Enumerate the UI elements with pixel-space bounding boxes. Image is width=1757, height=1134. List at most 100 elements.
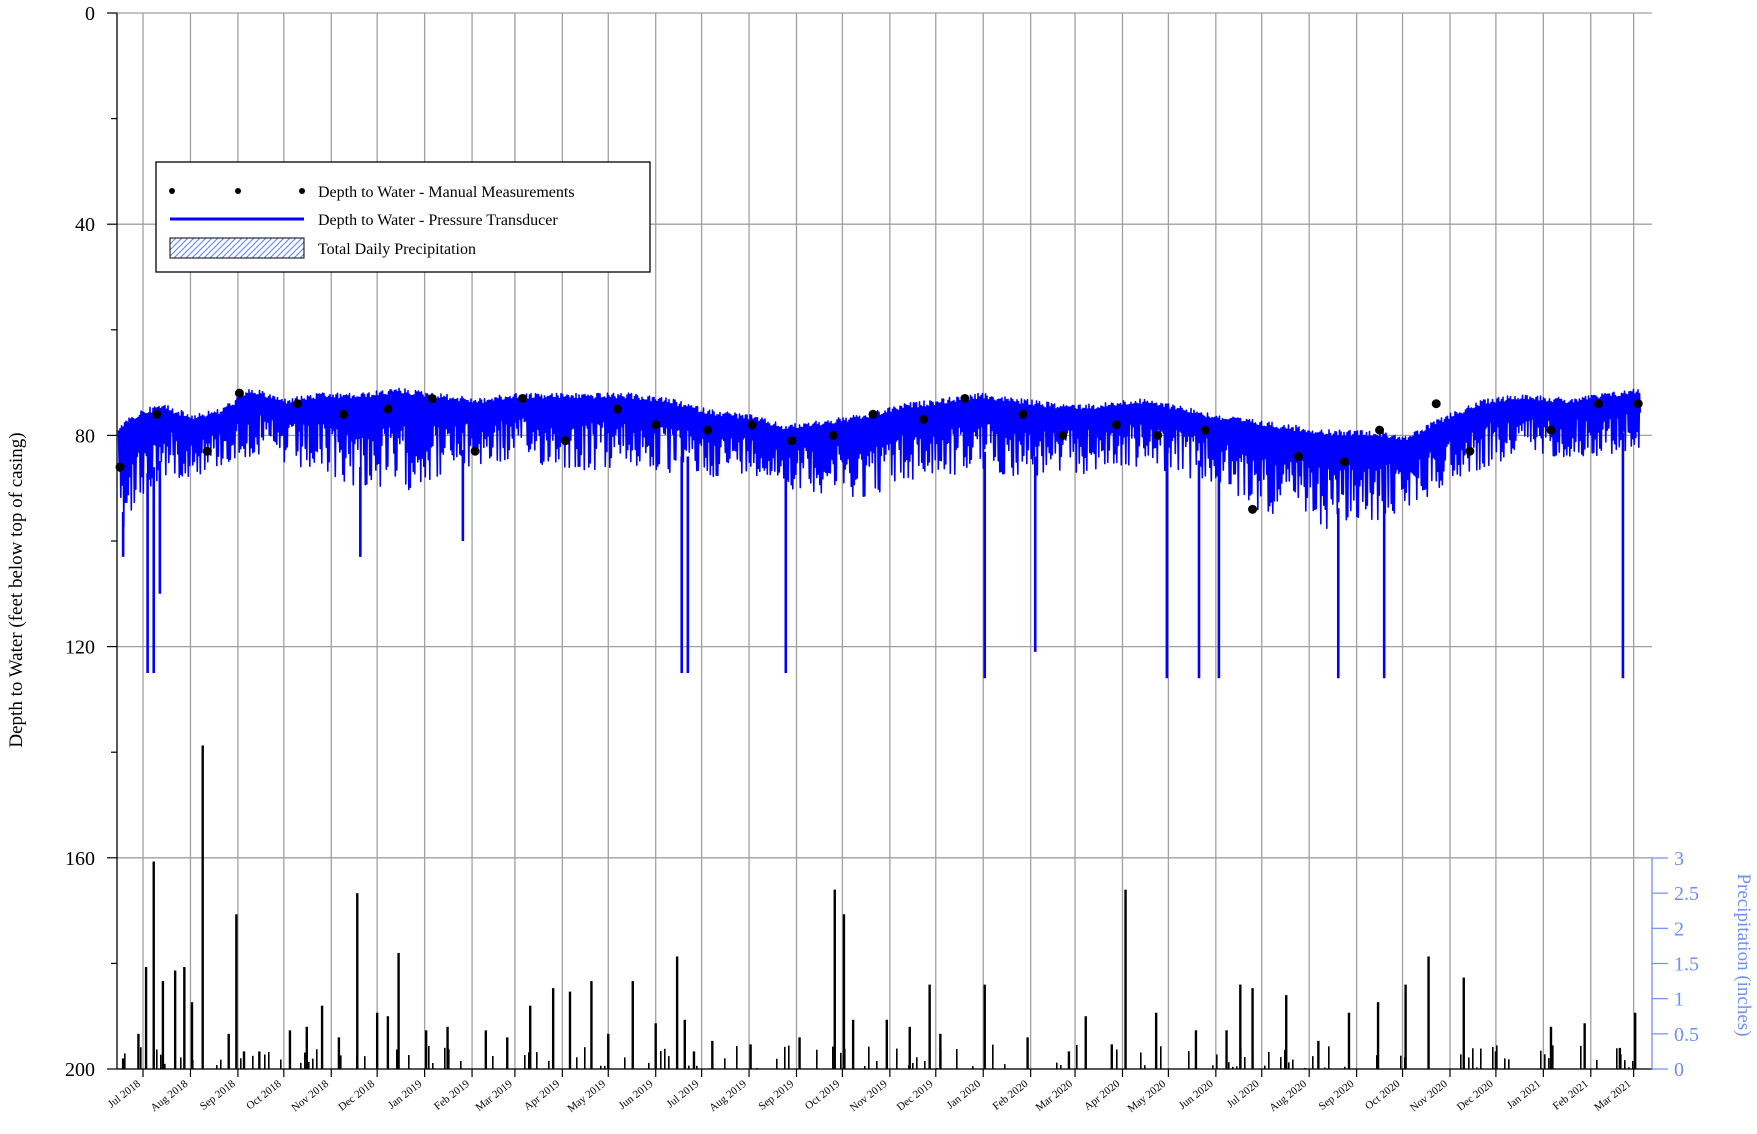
precipitation-bar-minor (1240, 1048, 1242, 1069)
precipitation-tick-label: 2 (1674, 918, 1684, 940)
manual-measurement-point (560, 436, 570, 446)
precipitation-bar-minor (444, 1047, 446, 1069)
precipitation-bar-minor (280, 1059, 282, 1069)
manual-measurement-point (427, 393, 437, 403)
precipitation-bar (1026, 1037, 1029, 1069)
precipitation-bar-minor (864, 1065, 866, 1069)
precipitation-bar-minor (664, 1048, 666, 1069)
precipitation-bar (1225, 1030, 1228, 1069)
precipitation-bar-minor (216, 1065, 218, 1069)
precipitation-bar (337, 1037, 341, 1069)
precipitation-bar (1376, 1002, 1380, 1069)
legend-label-manual: Depth to Water - Manual Measurements (318, 184, 575, 201)
precipitation-bar-minor (1632, 1060, 1634, 1069)
precipitation-bar-minor (1144, 1065, 1146, 1069)
x-tick-label: May 2020 (1125, 1078, 1168, 1115)
x-tick-label: Oct 2020 (1363, 1078, 1403, 1113)
precipitation-bar-minor (220, 1059, 222, 1069)
precipitation-bar-minor (876, 1061, 878, 1069)
x-tick-label: Jan 2019 (386, 1078, 425, 1112)
precipitation-bar-minor (924, 1060, 926, 1069)
precipitation-bar (201, 745, 204, 1069)
precipitation-bar (1251, 988, 1254, 1069)
precipitation-bar-minor (180, 1057, 182, 1069)
precipitation-bar (227, 1033, 230, 1069)
precipitation-bar (885, 1019, 888, 1069)
precipitation-bar (842, 914, 846, 1069)
precipitation-bar-minor (1552, 1045, 1554, 1069)
precipitation-bar-minor (972, 1066, 974, 1069)
precipitation-bar-minor (1268, 1051, 1270, 1069)
manual-measurement-point (152, 409, 162, 419)
precipitation-bar (675, 956, 679, 1069)
legend-box (155, 161, 651, 273)
precipitation-bar-minor (1284, 1049, 1286, 1069)
precipitation-bar-minor (648, 1062, 650, 1069)
precipitation-bar-minor (408, 1054, 410, 1069)
precipitation-bar (235, 914, 238, 1069)
precipitation-bar (397, 952, 400, 1069)
precipitation-bar (654, 1023, 657, 1069)
precipitation-bar (183, 967, 186, 1069)
precipitation-bar-minor (1328, 1046, 1330, 1069)
x-tick-label: Nov 2018 (289, 1078, 331, 1115)
precipitation-bar-minor (1004, 1064, 1006, 1069)
precipitation-bar-minor (300, 1062, 302, 1069)
precipitation-bar (1462, 977, 1465, 1069)
x-tick-label: Feb 2020 (991, 1078, 1031, 1113)
manual-measurement-series (115, 388, 1643, 514)
precipitation-bar-minor (724, 1058, 726, 1069)
precipitation-bar-minor (908, 1065, 910, 1069)
precipitation-bar-minor (868, 1046, 870, 1069)
x-tick-label: Mar 2019 (473, 1078, 515, 1114)
precipitation-bar (1067, 1051, 1071, 1069)
precipitation-bar-minor (1288, 1062, 1290, 1069)
precipitation-bar-minor (432, 1063, 434, 1069)
precipitation-tick-label: 3 (1674, 848, 1684, 870)
manual-measurement-point (383, 404, 393, 414)
x-tick-label: Oct 2018 (244, 1078, 284, 1113)
precipitation-bar (1124, 889, 1127, 1069)
manual-measurement-point (703, 425, 713, 435)
legend-item-precipitation: Total Daily Precipitation (169, 237, 476, 259)
manual-measurement-point (1293, 452, 1303, 462)
manual-measurement-point (1339, 457, 1349, 467)
manual-measurement-point (1633, 399, 1643, 409)
x-tick-label: Jan 2020 (945, 1078, 984, 1112)
precipitation-bar (144, 967, 148, 1069)
manual-measurement-point (202, 446, 212, 456)
precipitation-bar-minor (1472, 1048, 1474, 1069)
precipitation-bar (375, 1012, 379, 1069)
manual-measurement-point (518, 393, 528, 403)
transducer-band (118, 395, 1639, 461)
x-tick-label: Jun 2020 (1177, 1078, 1216, 1112)
x-tick-label: Nov 2020 (1408, 1078, 1450, 1115)
precipitation-bar-minor (1496, 1045, 1498, 1069)
precipitation-bar-minor (160, 1054, 162, 1069)
precipitation-bar-minor (788, 1045, 790, 1069)
precipitation-bar-minor (600, 1065, 602, 1069)
y-axis-title: Depth to Water (feet below top of casing… (6, 432, 27, 747)
manual-measurement-point (1546, 425, 1556, 435)
precipitation-bar (242, 1051, 246, 1069)
x-tick-label: Jun 2019 (617, 1078, 656, 1112)
precipitation-bar-minor (1056, 1062, 1058, 1069)
precipitation-bar (190, 1002, 194, 1069)
y-tick-label: 80 (75, 425, 95, 447)
precipitation-bar-minor (492, 1055, 494, 1069)
precipitation-bar (1618, 1047, 1622, 1069)
x-tick-label: Dec 2018 (336, 1078, 377, 1114)
precipitation-bar-minor (1624, 1060, 1626, 1069)
legend-dot-icon (235, 188, 241, 194)
precipitation-bar-minor (1216, 1054, 1218, 1069)
precipitation-bar-minor (912, 1062, 914, 1069)
precipitation-bar-minor (1188, 1051, 1190, 1069)
x-tick-label: Sep 2018 (198, 1078, 238, 1113)
precipitation-bar (1494, 1051, 1498, 1069)
precipitation-bar-minor (428, 1046, 430, 1069)
precipitation-bar-minor (448, 1049, 450, 1069)
precipitation-bar-minor (1212, 1065, 1214, 1069)
precipitation-bar (356, 893, 359, 1069)
precipitation-bar-minor (1076, 1044, 1078, 1069)
pressure-transducer-series (117, 387, 1642, 679)
